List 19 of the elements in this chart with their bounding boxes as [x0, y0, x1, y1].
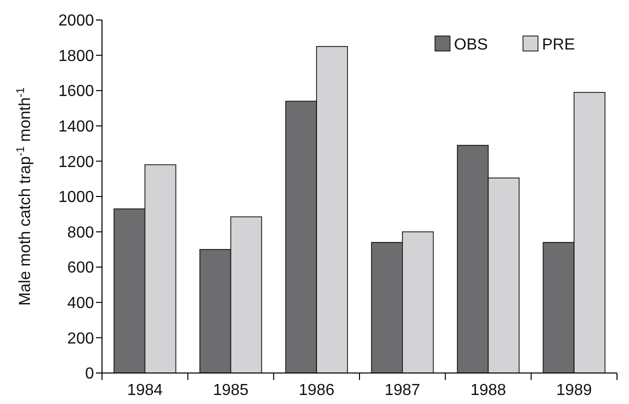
legend-label: PRE [542, 36, 575, 54]
y-tick-label: 400 [67, 295, 94, 312]
y-tick-label: 1000 [58, 189, 94, 206]
y-tick-label: 1600 [58, 83, 94, 100]
y-tick-label: 600 [67, 260, 94, 277]
y-tick-label: 200 [67, 330, 94, 348]
legend-label: OBS [454, 36, 488, 54]
y-tick-label: 1800 [58, 48, 94, 65]
x-tick-label: 1988 [470, 382, 506, 399]
x-tick-label: 1986 [298, 382, 334, 399]
y-tick-label: 2000 [58, 12, 94, 30]
y-tick-label: 1400 [58, 118, 94, 136]
x-tick-label: 1987 [384, 382, 420, 399]
x-tick-label: 1989 [556, 382, 592, 399]
y-tick-label: 800 [67, 224, 94, 242]
x-tick-label: 1984 [127, 382, 163, 399]
y-tick-label: 1200 [58, 154, 94, 171]
y-tick-label: 0 [85, 366, 94, 383]
x-tick-label: 1985 [212, 382, 249, 399]
